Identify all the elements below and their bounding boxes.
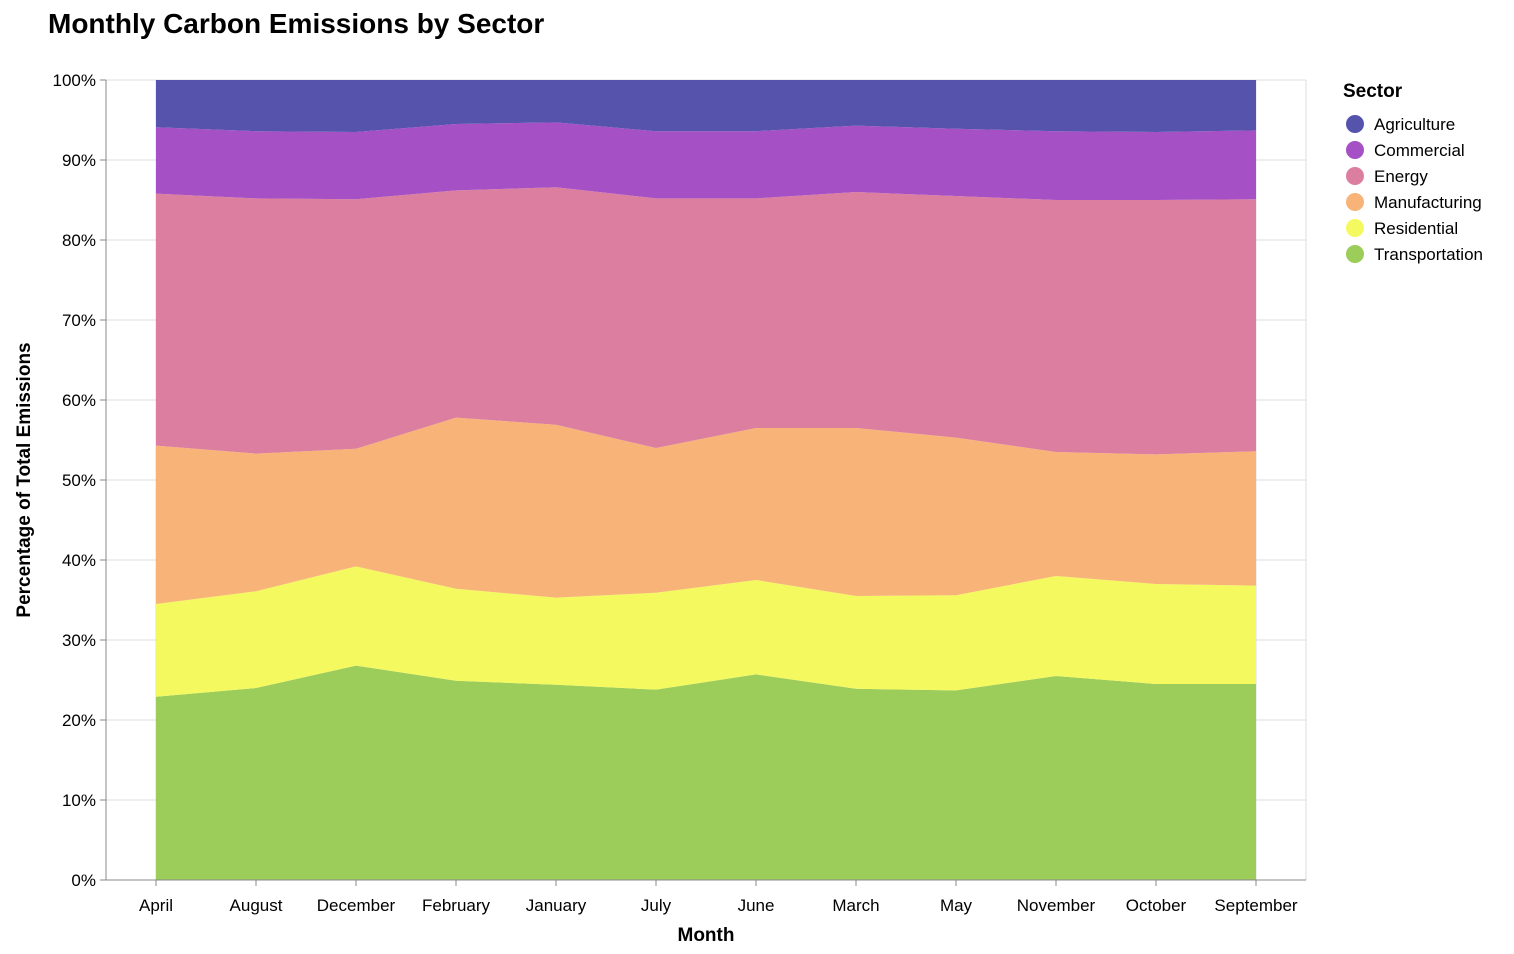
- y-tick-label: 80%: [62, 231, 96, 250]
- area-manufacturing: [156, 417, 1256, 604]
- legend-label-commercial: Commercial: [1374, 141, 1465, 160]
- legend-swatch-agriculture: [1346, 115, 1364, 133]
- legend-swatch-residential: [1346, 219, 1364, 237]
- legend-swatch-energy: [1346, 167, 1364, 185]
- x-tick-label: March: [832, 896, 879, 915]
- x-tick-label: August: [230, 896, 283, 915]
- x-tick-label: February: [422, 896, 491, 915]
- legend-title: Sector: [1343, 81, 1403, 102]
- x-tick-label: December: [317, 896, 396, 915]
- area-residential: [156, 566, 1256, 697]
- y-tick-label: 0%: [71, 871, 96, 890]
- legend: Agriculture Commercial Energy Manufacturing…: [1346, 115, 1483, 264]
- x-tick-label: October: [1126, 896, 1187, 915]
- area-series-group: [156, 80, 1256, 880]
- legend-label-residential: Residential: [1374, 219, 1458, 238]
- x-tick-label: May: [940, 896, 973, 915]
- y-tick-label: 10%: [62, 791, 96, 810]
- y-tick-label: 20%: [62, 711, 96, 730]
- legend-label-energy: Energy: [1374, 167, 1428, 186]
- y-tick-label: 40%: [62, 551, 96, 570]
- legend-swatch-commercial: [1346, 141, 1364, 159]
- legend-label-transportation: Transportation: [1374, 245, 1483, 264]
- legend-swatch-manufacturing: [1346, 193, 1364, 211]
- y-tick-label: 30%: [62, 631, 96, 650]
- chart-title: Monthly Carbon Emissions by Sector: [48, 8, 545, 39]
- x-tick-label: April: [139, 896, 173, 915]
- y-tick-label: 50%: [62, 471, 96, 490]
- x-tick-label: July: [641, 896, 672, 915]
- x-tick-label: June: [738, 896, 775, 915]
- area-commercial: [156, 122, 1256, 200]
- area-transportation: [156, 665, 1256, 880]
- x-tick-label: November: [1017, 896, 1096, 915]
- y-axis-title: Percentage of Total Emissions: [14, 342, 35, 617]
- x-axis-title: Month: [678, 925, 735, 946]
- legend-label-agriculture: Agriculture: [1374, 115, 1455, 134]
- y-tick-label: 90%: [62, 151, 96, 170]
- y-tick-label: 60%: [62, 391, 96, 410]
- y-tick-label: 100%: [53, 71, 96, 90]
- x-tick-label: September: [1214, 896, 1297, 915]
- x-tick-label: January: [526, 896, 587, 915]
- area-energy: [156, 187, 1256, 455]
- legend-label-manufacturing: Manufacturing: [1374, 193, 1482, 212]
- area-agriculture: [156, 80, 1256, 132]
- legend-swatch-transportation: [1346, 245, 1364, 263]
- axes: 0% 10% 20% 30% 40% 50% 60% 70% 80% 90% 100% April Au…: [53, 71, 1306, 915]
- y-tick-label: 70%: [62, 311, 96, 330]
